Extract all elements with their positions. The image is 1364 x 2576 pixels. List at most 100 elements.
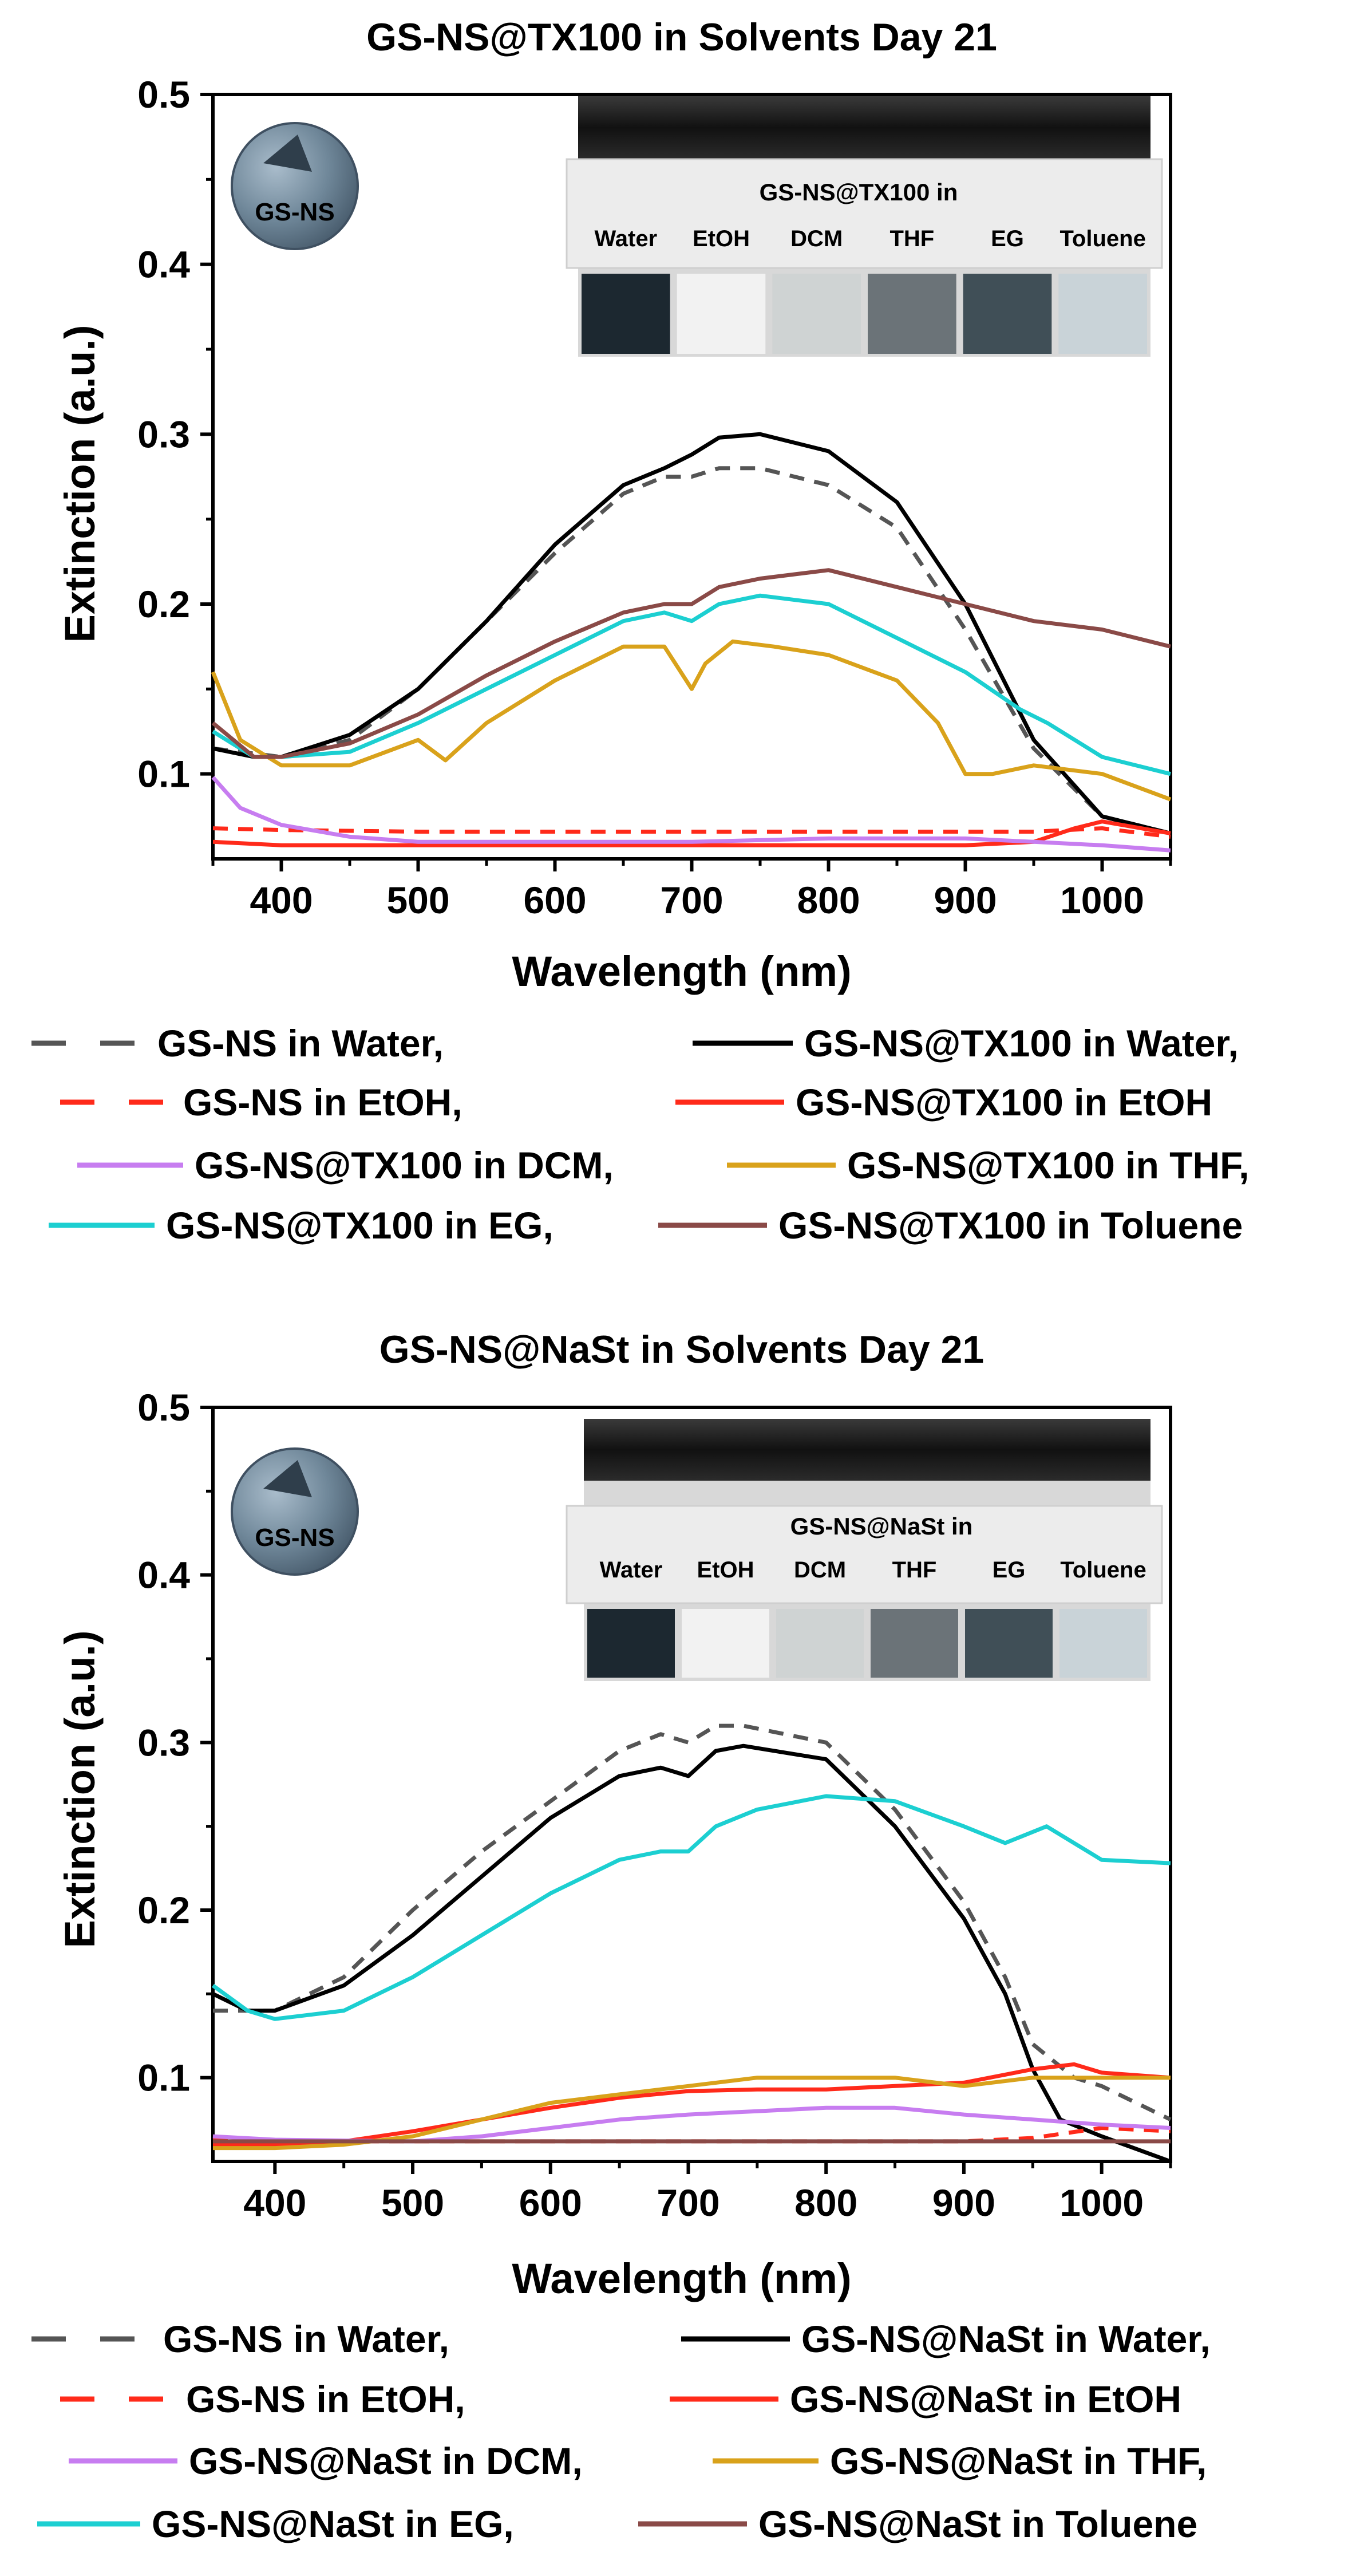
x-tick-label: 500 (381, 2181, 444, 2224)
x-tick-label: 600 (523, 879, 586, 921)
data-series (211, 1723, 1172, 2164)
particle-sphere (231, 122, 359, 250)
y-tick-label: 0.3 (137, 1721, 190, 1764)
y-tick-label: 0.3 (137, 413, 190, 455)
gs-ns-particle-icon: GS-NS (231, 122, 359, 250)
vial-photo-inset: GS-NS@NaSt in Water EtOH DCM THF EG Toluene (566, 1419, 1163, 1681)
x-tick-label: 500 (386, 879, 449, 921)
vial-body (868, 274, 956, 354)
vial-body (677, 274, 766, 354)
series-line-4 (211, 776, 1171, 853)
legend-label: GS-NS@TX100 in Water, (804, 1022, 1239, 1064)
y-tick-label: 0.5 (137, 73, 190, 116)
legend-label: GS-NS@TX100 in EG, (166, 1204, 553, 1246)
vial-body (772, 274, 861, 354)
vial-label: DCM (794, 1557, 846, 1583)
x-tick-label: 1000 (1059, 2181, 1144, 2224)
chart-title: GS-NS@NaSt in Solvents Day 21 (379, 1328, 984, 1371)
series-line-6 (211, 1794, 1171, 2021)
vial-labels: Water EtOH DCM THF EG Toluene (595, 226, 1146, 251)
legend-label: GS-NS@TX100 in EtOH (796, 1081, 1212, 1123)
vial-body (587, 1609, 675, 1678)
particle-label: GS-NS (255, 198, 334, 226)
y-tick-label: 0.2 (137, 583, 190, 625)
plot-frame (211, 1406, 1172, 2163)
series-line-1 (212, 432, 1171, 835)
x-tick-label: 900 (934, 879, 997, 921)
vial-label: EG (991, 226, 1024, 251)
particle-label: GS-NS (255, 1524, 334, 1552)
vial-body (1058, 274, 1147, 354)
particle-sphere (231, 1447, 359, 1576)
vial-body (682, 1609, 769, 1678)
legend-label: GS-NS in Water, (157, 1022, 444, 1064)
chart-panel-nast: GS-NS@NaSt in Solvents Day 21 GS-NS@NaSt… (56, 1328, 1172, 2302)
y-axis-label: Extinction (a.u.) (56, 325, 104, 643)
vial-caps (578, 96, 1150, 159)
series-line-3 (212, 819, 1171, 847)
legend-label: GS-NS@NaSt in EG, (152, 2503, 514, 2545)
vial-label: Toluene (1059, 226, 1145, 251)
label-strip (566, 158, 1163, 269)
vial-label: Water (600, 1557, 663, 1583)
x-axis-label: Wavelength (nm) (512, 2255, 851, 2302)
photo-title: GS-NS@TX100 in (760, 179, 958, 206)
legend-label: GS-NS in EtOH, (186, 2378, 465, 2420)
vial-body (963, 274, 1052, 354)
vial-label: EtOH (693, 226, 750, 251)
x-tick-label: 900 (932, 2181, 995, 2224)
series-line-6 (212, 593, 1171, 776)
vial-label: EG (993, 1557, 1026, 1583)
vial-labels: Water EtOH DCM THF EG Toluene (600, 1557, 1146, 1583)
vial-caps (584, 1419, 1150, 1481)
vial-body (1059, 1609, 1147, 1678)
photo-title: GS-NS@NaSt in (790, 1513, 973, 1540)
series-line-0 (212, 466, 1171, 835)
gs-ns-particle-icon: GS-NS (231, 1447, 359, 1576)
legend-tx100: GS-NS in Water, GS-NS@TX100 in Water, GS… (31, 1022, 1249, 1246)
y-tick-label: 0.4 (137, 243, 190, 286)
x-tick-label: 400 (243, 2181, 306, 2224)
vial-label: EtOH (697, 1557, 754, 1583)
x-axis-label: Wavelength (nm) (512, 948, 851, 995)
x-tick-label: 700 (660, 879, 723, 921)
legend-label: GS-NS@NaSt in Water, (801, 2318, 1211, 2360)
series-line-1 (212, 1743, 1172, 2164)
vial-body (965, 1609, 1053, 1678)
vial-label: THF (889, 226, 934, 251)
vial-body (776, 1609, 864, 1678)
y-tick-label: 0.4 (137, 1554, 190, 1596)
series-line-3 (213, 2062, 1171, 2147)
x-tick-label: 1000 (1060, 879, 1144, 921)
series-line-2 (212, 826, 1171, 839)
vial-photo-inset: GS-NS@TX100 in Water EtOH DCM THF EG Toluene (566, 96, 1163, 357)
vial-label: Water (595, 226, 658, 251)
vial-label: Toluene (1060, 1557, 1146, 1583)
x-tick-label: 600 (519, 2181, 582, 2224)
legend-label: GS-NS@NaSt in DCM, (189, 2440, 583, 2482)
axes: 400 500 600 700 800 900 1000 0.1 0.2 0.3 0.4 0.5 (137, 73, 1172, 921)
x-tick-label: 700 (657, 2181, 719, 2224)
vial-label: THF (892, 1557, 937, 1583)
y-axis-label: Extinction (a.u.) (56, 1631, 104, 1948)
series-line-0 (213, 1723, 1172, 2121)
legend-label: GS-NS@NaSt in EtOH (790, 2378, 1181, 2420)
y-tick-label: 0.2 (137, 1889, 190, 1931)
legend-label: GS-NS@NaSt in THF, (830, 2440, 1207, 2482)
label-strip (566, 1505, 1163, 1604)
vial-body (871, 1609, 958, 1678)
axes: 400 500 600 700 800 900 1000 0.1 0.2 0.3 0.4 0.5 (137, 1386, 1172, 2224)
particle-cutaway (263, 135, 312, 172)
y-tick-label: 0.1 (137, 753, 190, 795)
x-tick-label: 800 (794, 2181, 857, 2224)
data-series (211, 432, 1172, 853)
x-tick-label: 400 (250, 879, 313, 921)
particle-cutaway (263, 1460, 312, 1497)
chart-panel-tx100: GS-NS@TX100 in Solvents Day 21 GS-NS@TX1… (56, 15, 1172, 995)
legend-label: GS-NS in EtOH, (183, 1081, 462, 1123)
legend-label: GS-NS in Water, (163, 2318, 449, 2360)
x-tick-label: 800 (797, 879, 860, 921)
y-tick-label: 0.1 (137, 2057, 190, 2099)
vial-body (582, 274, 670, 354)
